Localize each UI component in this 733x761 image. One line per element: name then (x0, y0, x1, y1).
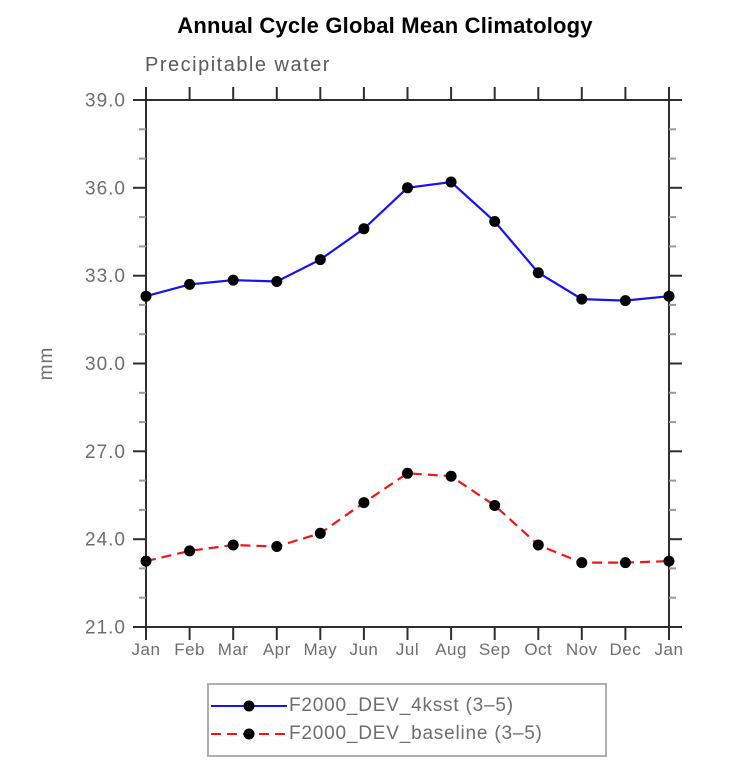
data-point (402, 467, 413, 479)
data-point (358, 223, 370, 235)
y-tick-label: 36.0 (85, 178, 126, 199)
data-point (227, 539, 239, 551)
data-point (227, 274, 239, 286)
legend-line-sample-solid (211, 700, 287, 712)
data-point (532, 267, 544, 279)
data-point (663, 555, 675, 567)
data-point (576, 557, 588, 569)
data-point (184, 278, 196, 290)
data-point (140, 290, 152, 302)
legend-marker-icon (243, 728, 255, 740)
y-tick-label: 39.0 (85, 91, 126, 112)
y-axis-title: mm (36, 347, 57, 381)
data-point (619, 295, 631, 307)
legend-item-4ksst: F2000_DEV_4ksst (3–5) (209, 695, 605, 717)
data-point (271, 541, 283, 552)
legend-item-baseline: F2000_DEV_baseline (3–5) (209, 723, 605, 745)
data-point (532, 539, 544, 551)
legend-label-4ksst: F2000_DEV_4ksst (3–5) (289, 695, 514, 716)
data-point (184, 545, 196, 557)
series-line-0 (145, 180, 670, 302)
x-tick-label: Jan (655, 640, 684, 659)
x-tick-label: May (303, 640, 337, 659)
data-point (489, 216, 501, 227)
x-tick-label: Mar (218, 640, 249, 659)
x-tick-label: Nov (566, 640, 598, 659)
y-tick-label: 27.0 (85, 442, 126, 463)
chart-title: Annual Cycle Global Mean Climatology (177, 13, 593, 38)
data-point (445, 176, 457, 188)
y-tick-label: 33.0 (85, 266, 126, 287)
data-point (358, 497, 370, 509)
legend-label-baseline: F2000_DEV_baseline (3–5) (289, 723, 543, 744)
data-point (619, 557, 631, 569)
data-point (576, 293, 588, 305)
x-tick-label: Aug (435, 640, 467, 659)
y-tick-label: 30.0 (85, 354, 126, 375)
x-tick-label: Sep (479, 640, 511, 659)
data-point (445, 470, 457, 482)
data-point (140, 555, 152, 567)
x-tick-label: Apr (263, 640, 291, 659)
data-point (314, 254, 326, 266)
x-tick-label: Feb (174, 640, 205, 659)
chart-subtitle: Precipitable water (145, 54, 331, 76)
data-point (402, 182, 413, 194)
x-tick-label: Oct (524, 640, 552, 659)
x-tick-label: Dec (610, 640, 642, 659)
data-point (314, 527, 326, 539)
x-tick-label: Jun (349, 640, 378, 659)
series-line-1 (145, 472, 670, 564)
x-tick-label: Jan (132, 640, 161, 659)
y-tick-label: 24.0 (85, 530, 126, 551)
plot-frame (145, 99, 670, 628)
x-tick-label: Jul (396, 640, 419, 659)
data-point (489, 500, 501, 511)
data-point (271, 276, 283, 287)
legend-marker-icon (243, 700, 255, 712)
legend: F2000_DEV_4ksst (3–5) F2000_DEV_baseline… (207, 683, 607, 757)
data-point (663, 290, 675, 302)
y-tick-label: 21.0 (85, 618, 126, 639)
legend-line-sample-dashed (211, 728, 287, 740)
